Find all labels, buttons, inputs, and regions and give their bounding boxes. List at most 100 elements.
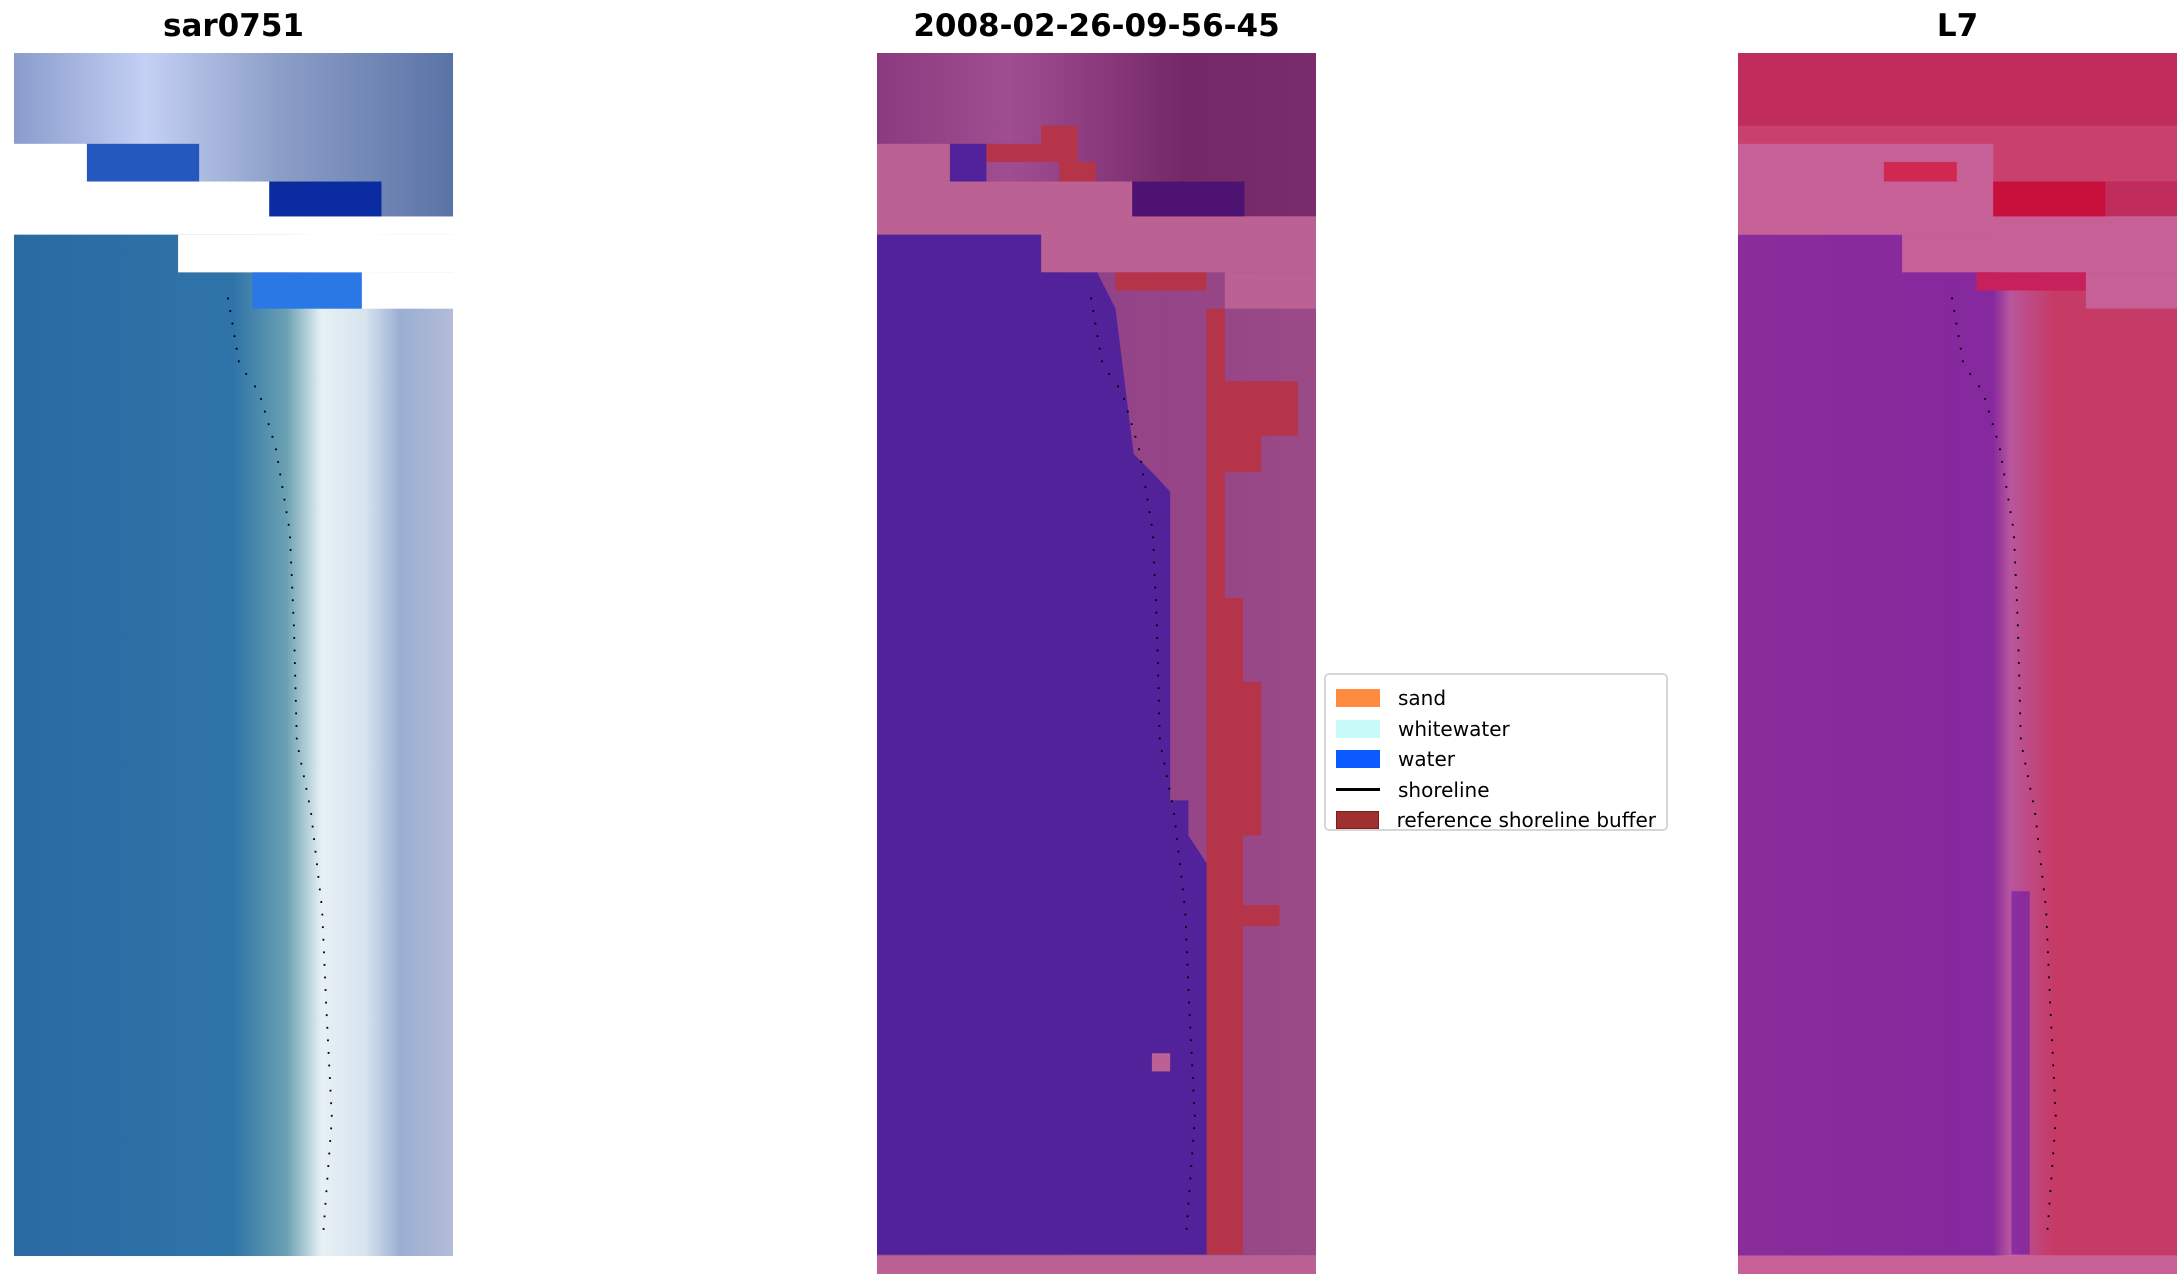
- shoreline-point: [1955, 322, 1958, 325]
- shoreline-point: [313, 838, 315, 841]
- shoreline-point: [2048, 976, 2050, 979]
- shoreline-point: [326, 1026, 329, 1029]
- shoreline-point: [2009, 511, 2012, 514]
- shoreline-point: [1146, 498, 1149, 501]
- shoreline-point: [1156, 636, 1159, 639]
- shoreline-point: [1156, 649, 1159, 652]
- shoreline-point: [2013, 548, 2016, 551]
- shoreline-point: [1092, 310, 1095, 312]
- shoreline-point: [2049, 1190, 2052, 1192]
- shoreline-point: [2048, 989, 2051, 991]
- shoreline-point: [328, 1152, 331, 1155]
- shoreline-point: [2017, 636, 2020, 639]
- shoreline-point: [1177, 850, 1180, 853]
- image-region: [14, 234, 453, 1256]
- shoreline-point: [1995, 435, 1998, 438]
- shoreline-point: [1176, 838, 1178, 840]
- shoreline-point: [2054, 1114, 2057, 1117]
- shoreline-point: [2053, 1089, 2056, 1092]
- shoreline-point: [1134, 435, 1137, 438]
- classified-image-panel: [877, 53, 1316, 1274]
- shoreline-point: [1138, 448, 1140, 451]
- shoreline-point: [1157, 699, 1160, 702]
- shoreline-point: [310, 813, 313, 815]
- shoreline-point: [293, 649, 296, 652]
- shoreline-point: [2014, 561, 2017, 564]
- shoreline-point: [1174, 825, 1177, 828]
- shoreline-points: [1951, 297, 2057, 1230]
- shoreline-point: [1160, 750, 1163, 752]
- shoreline-point: [260, 398, 262, 400]
- shoreline-point: [275, 448, 277, 451]
- shoreline-point: [1163, 762, 1166, 765]
- shoreline-point: [2052, 1077, 2055, 1079]
- shoreline-point: [1186, 963, 1189, 966]
- shoreline-point: [330, 1102, 333, 1105]
- shoreline-point: [328, 1077, 331, 1079]
- shoreline-point: [2040, 863, 2042, 866]
- shoreline-point: [322, 938, 325, 941]
- water-region: [877, 234, 1207, 1255]
- shoreline-point: [287, 523, 290, 526]
- shoreline-point: [285, 511, 288, 514]
- shoreline-point: [320, 901, 323, 903]
- shoreline-point: [2051, 1165, 2054, 1167]
- shoreline-point: [1173, 812, 1176, 815]
- shoreline-points: [1090, 297, 1196, 1230]
- shoreline-point: [307, 800, 310, 803]
- shoreline-point: [1152, 548, 1155, 551]
- shoreline-points: [227, 297, 333, 1230]
- shoreline-point: [2018, 687, 2021, 690]
- shoreline-point: [1186, 1215, 1189, 1218]
- shoreline-point: [1192, 1139, 1195, 1142]
- legend-item-sand: sand: [1336, 683, 1656, 714]
- shoreline-point: [1108, 372, 1111, 375]
- shoreline-point: [2021, 750, 2024, 752]
- shoreline-point: [314, 850, 317, 853]
- shoreline-point: [2011, 523, 2014, 526]
- shoreline-point: [2053, 1139, 2056, 1142]
- shoreline-point: [1191, 1152, 1194, 1155]
- shoreline-point: [237, 360, 240, 363]
- shoreline-point: [1187, 976, 1189, 979]
- reference-buffer-region: [1097, 272, 1298, 1255]
- shoreline-point: [327, 1052, 330, 1054]
- shoreline-point: [311, 825, 314, 828]
- reference-buffer-swatch: [1336, 811, 1379, 830]
- shoreline-point: [2015, 599, 2018, 602]
- shoreline-point: [293, 637, 296, 639]
- shoreline-point: [295, 712, 298, 715]
- shoreline-point: [323, 951, 325, 954]
- shoreline-point: [1098, 347, 1101, 350]
- shoreline-point: [1193, 1114, 1196, 1117]
- legend-label: whitewater: [1398, 716, 1510, 741]
- shoreline-point: [1130, 423, 1133, 426]
- shoreline-point: [2047, 963, 2050, 966]
- shoreline-point: [1158, 712, 1161, 715]
- shoreline-point: [1188, 1001, 1191, 1004]
- shoreline-point: [2054, 1127, 2057, 1130]
- shoreline-point: [1951, 297, 1954, 300]
- shoreline-point: [2003, 473, 2006, 476]
- shoreline-point: [327, 1165, 330, 1167]
- shoreline-point: [1961, 360, 1964, 363]
- shoreline-point: [1190, 1051, 1193, 1054]
- shoreline-point: [1185, 1227, 1188, 1230]
- shoreline-point: [281, 486, 284, 488]
- legend: sand whitewater water shoreline referenc…: [1324, 673, 1668, 832]
- index-image-panel: [1738, 53, 2177, 1274]
- legend-item-water: water: [1336, 744, 1656, 775]
- shoreline-point: [1157, 674, 1160, 677]
- shoreline-point: [2015, 586, 2018, 589]
- shoreline-point: [327, 1039, 329, 1042]
- sand-swatch: [1336, 689, 1380, 708]
- shoreline-point: [1978, 385, 1980, 388]
- shoreline-point: [245, 372, 248, 375]
- shoreline-point: [2005, 486, 2008, 488]
- shoreline-point: [1152, 536, 1154, 539]
- shoreline-point: [1157, 687, 1160, 690]
- shoreline-point: [263, 410, 266, 413]
- shoreline-point: [2050, 1026, 2053, 1029]
- shoreline-point: [297, 750, 300, 753]
- shoreline-point: [1153, 561, 1156, 564]
